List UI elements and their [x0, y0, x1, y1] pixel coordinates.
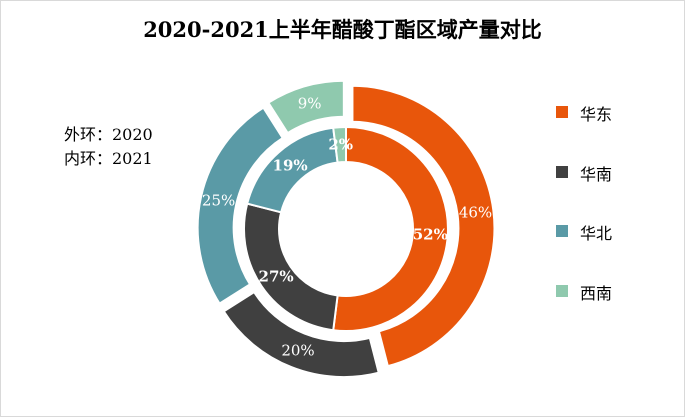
legend-swatch-north [556, 225, 568, 237]
outer-ring-note: 外环：2020 [64, 125, 153, 144]
outer-ring-label-north: 25% [202, 192, 235, 210]
outer-ring-label-southwest: 9% [298, 95, 322, 113]
outer-ring-label-south: 20% [281, 341, 314, 359]
outer-ring-label-east: 46% [459, 204, 492, 222]
legend-label-southwest: 西南 [580, 284, 613, 303]
legend-label-east: 华东 [580, 105, 613, 124]
legend-swatch-south [556, 166, 568, 178]
inner-ring-label-east: 52% [413, 225, 448, 243]
inner-ring-note: 内环：2021 [64, 149, 153, 168]
legend-label-south: 华南 [580, 165, 613, 184]
inner-ring-label-southwest: 2% [328, 136, 353, 154]
inner-ring-label-north: 19% [273, 157, 308, 175]
chart-title: 2020-2021上半年醋酸丁酯区域产量对比 [143, 17, 542, 42]
outer-ring-slice-east [350, 83, 497, 369]
outer-ring-slice-south [220, 289, 382, 380]
legend-label-north: 华北 [580, 224, 613, 243]
legend-swatch-southwest [556, 285, 568, 297]
legend-swatch-east [556, 106, 568, 118]
inner-ring-slice-southwest [332, 125, 347, 164]
inner-ring-slice-east [332, 125, 449, 332]
inner-ring-label-south: 27% [259, 268, 294, 286]
outer-ring-slice-north [195, 104, 286, 307]
outer-ring-slice-southwest [265, 78, 346, 136]
